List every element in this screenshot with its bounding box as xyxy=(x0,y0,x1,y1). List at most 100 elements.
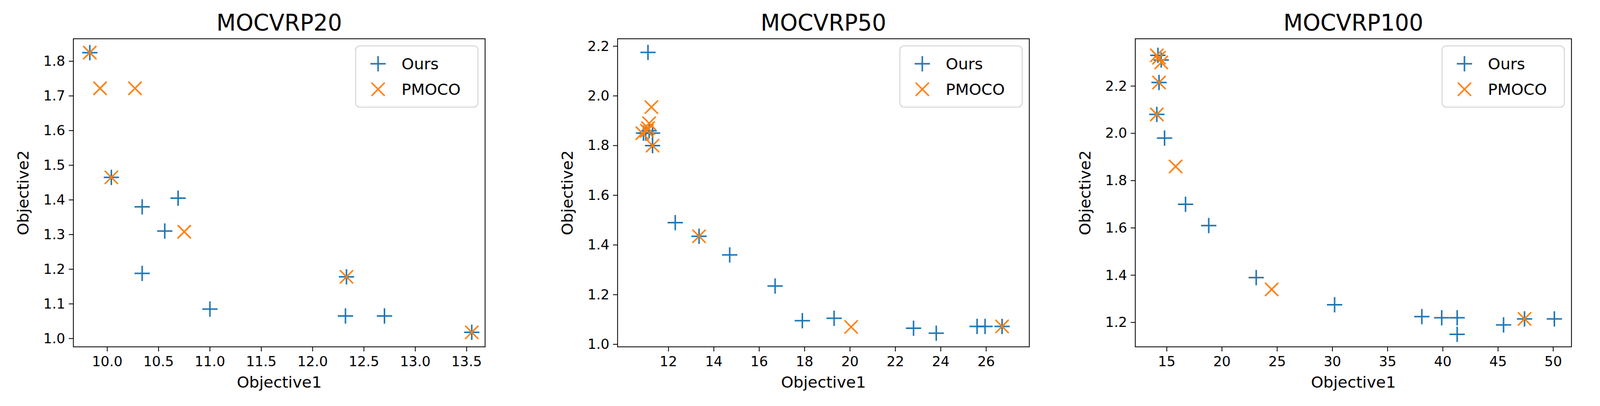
x-tick xyxy=(1442,346,1444,352)
y-axis-label: Objective2 xyxy=(1075,150,1095,236)
point xyxy=(1152,50,1166,65)
y-tick-label: 1.1 xyxy=(43,295,66,312)
y-axis-label: Objective2 xyxy=(557,150,577,236)
point xyxy=(645,137,661,153)
y-tick-label: 1.2 xyxy=(1105,313,1128,330)
y-tick xyxy=(68,233,74,235)
legend-label: Ours xyxy=(945,54,983,73)
point xyxy=(722,247,738,263)
subplot: MOCVRP10015202530354045501.21.41.61.82.0… xyxy=(1075,9,1572,391)
point xyxy=(995,319,1009,333)
point xyxy=(465,325,479,339)
point xyxy=(1201,217,1217,233)
y-tick xyxy=(612,244,618,246)
legend-marker xyxy=(1456,56,1473,72)
point xyxy=(1433,309,1450,326)
legend-label: Ours xyxy=(401,54,439,73)
plot-area xyxy=(635,44,1010,341)
x-axis-label: Objective1 xyxy=(781,372,867,391)
y-tick xyxy=(1130,132,1136,135)
point xyxy=(905,320,922,336)
y-tick-label: 1.0 xyxy=(43,330,66,346)
y-tick xyxy=(68,303,74,305)
point xyxy=(1449,309,1465,326)
point xyxy=(339,270,354,284)
point xyxy=(83,45,97,60)
title: MOCVRP50 xyxy=(760,9,887,36)
point xyxy=(93,81,107,95)
point xyxy=(1496,316,1512,333)
point xyxy=(642,116,656,130)
x-axis-label: Objective1 xyxy=(1311,372,1397,391)
y-tick xyxy=(1130,227,1136,229)
x-tick-label: 25 xyxy=(1268,353,1286,369)
point xyxy=(103,169,120,185)
point xyxy=(464,324,480,340)
point xyxy=(1516,310,1533,327)
point xyxy=(692,229,706,243)
point xyxy=(1414,308,1430,325)
x-tick-label: 40 xyxy=(1433,353,1452,369)
legend: OursPMOCO xyxy=(1442,45,1565,108)
y-tick xyxy=(68,60,74,62)
y-tick-label: 1.8 xyxy=(587,137,610,153)
point xyxy=(767,278,783,294)
point xyxy=(691,228,707,244)
x-tick xyxy=(466,346,468,352)
point xyxy=(104,170,119,184)
x-tick-label: 13.0 xyxy=(400,353,431,369)
x-tick-label: 22 xyxy=(886,353,904,369)
x-tick xyxy=(940,346,942,352)
frame xyxy=(617,38,1030,347)
y-tick-label: 1.8 xyxy=(1105,172,1128,189)
y-tick-label: 1.6 xyxy=(43,122,66,139)
point xyxy=(202,301,218,317)
y-tick xyxy=(68,95,74,97)
point xyxy=(640,44,656,61)
x-tick xyxy=(209,346,211,352)
point xyxy=(1152,75,1166,90)
x-tick-label: 20 xyxy=(1213,353,1231,369)
x-tick-label: 13.5 xyxy=(451,353,483,369)
point xyxy=(1150,107,1164,121)
point xyxy=(1168,159,1183,173)
x-tick-label: 11.0 xyxy=(194,353,226,369)
plot-area xyxy=(82,44,480,340)
x-tick xyxy=(713,346,715,352)
point xyxy=(134,265,150,281)
x-tick-label: 26 xyxy=(977,353,995,369)
subplot: MOCVRP5012141618202224261.01.21.41.61.82… xyxy=(557,9,1030,391)
point xyxy=(646,138,660,152)
legend-box xyxy=(899,45,1023,108)
x-tick-label: 10.0 xyxy=(91,353,123,369)
y-tick xyxy=(68,129,74,131)
legend-box xyxy=(1442,45,1565,108)
x-tick-label: 45 xyxy=(1489,353,1507,369)
point xyxy=(1154,55,1168,69)
point xyxy=(826,310,842,326)
x-tick xyxy=(1276,346,1278,352)
y-tick-label: 1.6 xyxy=(1105,219,1128,236)
point xyxy=(928,325,944,341)
frame xyxy=(1135,38,1572,347)
y-tick-label: 1.2 xyxy=(587,286,610,303)
figure: MOCVRP2010.010.511.011.512.012.513.013.5… xyxy=(0,0,1600,406)
legend-marker xyxy=(915,82,929,96)
x-tick-label: 24 xyxy=(931,353,950,369)
legend-marker xyxy=(914,56,930,72)
point xyxy=(644,100,658,114)
point xyxy=(1149,106,1165,122)
x-tick xyxy=(1166,346,1168,352)
legend-label: PMOCO xyxy=(945,80,1005,99)
x-tick-label: 10.5 xyxy=(143,353,174,369)
y-tick-label: 1.2 xyxy=(43,260,66,277)
x-tick xyxy=(758,346,760,352)
point xyxy=(170,190,186,206)
point xyxy=(1326,296,1343,312)
y-tick-label: 1.4 xyxy=(587,236,610,253)
point xyxy=(1248,269,1264,285)
x-tick-label: 50 xyxy=(1544,353,1562,369)
x-tick-label: 12 xyxy=(659,353,678,369)
point xyxy=(1151,74,1167,91)
point xyxy=(844,320,858,334)
